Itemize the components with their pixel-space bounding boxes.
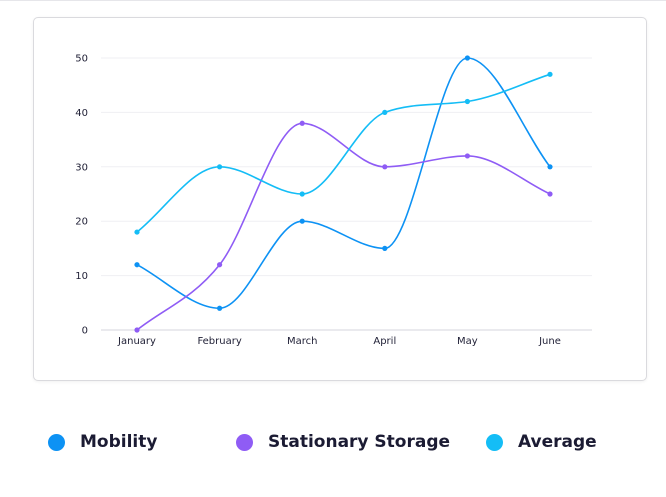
y-tick-label: 30 — [75, 162, 88, 173]
data-point-mobility — [299, 218, 305, 224]
legend-label-average: Average — [518, 432, 597, 452]
series-line-average — [136, 73, 551, 233]
chart-legend: Mobility Stationary Storage Average — [0, 420, 666, 464]
legend-label-mobility: Mobility — [80, 432, 158, 452]
data-point-mobility — [382, 245, 388, 251]
data-point-mobility — [547, 164, 553, 170]
x-tick-label: May — [457, 336, 478, 347]
chart-card: 0 10 20 30 40 50 January February March April May J… — [33, 17, 647, 381]
legend-swatch-mobility — [48, 433, 65, 451]
series-line-mobility — [136, 57, 551, 310]
data-point-average — [299, 191, 305, 197]
x-tick-label: June — [538, 336, 561, 347]
data-point-average — [464, 98, 470, 105]
data-point-average — [382, 109, 388, 115]
data-point-stationary-storage — [464, 153, 470, 159]
series-line-stationary-storage — [136, 122, 551, 331]
data-point-average — [134, 229, 140, 235]
legend-swatch-average — [486, 433, 503, 451]
y-tick-label: 20 — [75, 217, 88, 228]
data-point-stationary-storage — [299, 120, 305, 126]
x-tick-label: March — [287, 336, 317, 347]
data-point-stationary-storage — [217, 262, 223, 268]
legend-swatch-stationary-storage — [236, 433, 253, 451]
y-tick-label: 10 — [75, 271, 88, 282]
y-tick-label: 0 — [82, 326, 88, 337]
data-point-stationary-storage — [382, 164, 388, 170]
x-tick-label: April — [373, 336, 396, 347]
line-chart: 0 10 20 30 40 50 January February March April May J… — [75, 54, 592, 347]
legend-item-stationary-storage[interactable]: Stationary Storage — [236, 420, 450, 464]
legend-item-average[interactable]: Average — [486, 420, 597, 464]
x-tick-label: February — [197, 336, 241, 347]
top-divider — [0, 0, 666, 1]
data-point-mobility — [134, 262, 140, 268]
data-point-mobility — [464, 55, 470, 61]
data-point-stationary-storage — [134, 327, 140, 333]
data-point-stationary-storage — [547, 191, 553, 197]
legend-label-stationary-storage: Stationary Storage — [268, 432, 451, 452]
data-point-mobility — [217, 305, 223, 311]
data-point-average — [547, 71, 553, 77]
y-tick-label: 50 — [75, 54, 88, 65]
x-tick-label: January — [117, 336, 156, 347]
data-point-average — [217, 164, 223, 170]
y-tick-label: 40 — [75, 108, 88, 119]
legend-item-mobility[interactable]: Mobility — [48, 420, 157, 464]
